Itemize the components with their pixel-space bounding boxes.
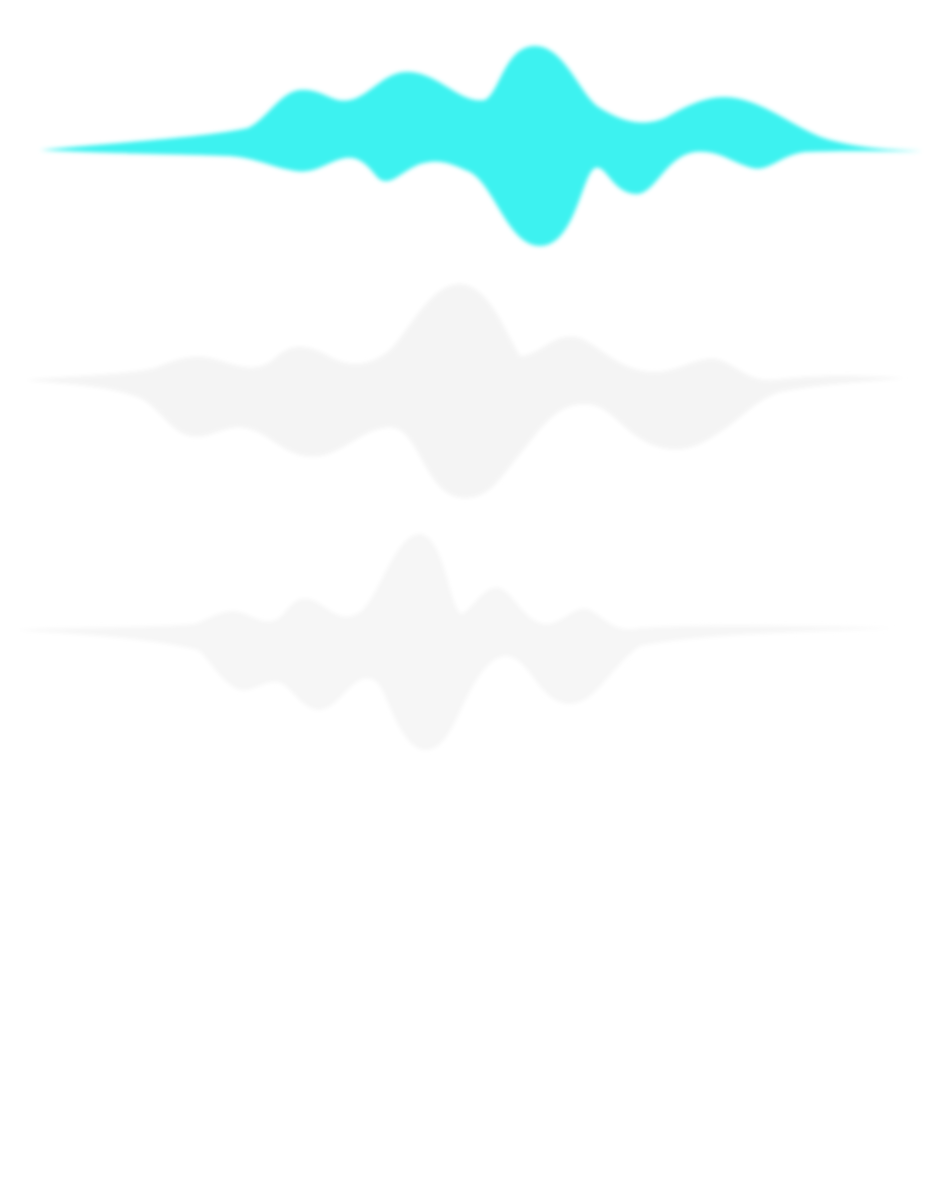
waveform-idle-1-shape (25, 284, 905, 498)
waveform-idle-2-shape (15, 534, 895, 750)
waveform-active-shape (40, 46, 922, 246)
